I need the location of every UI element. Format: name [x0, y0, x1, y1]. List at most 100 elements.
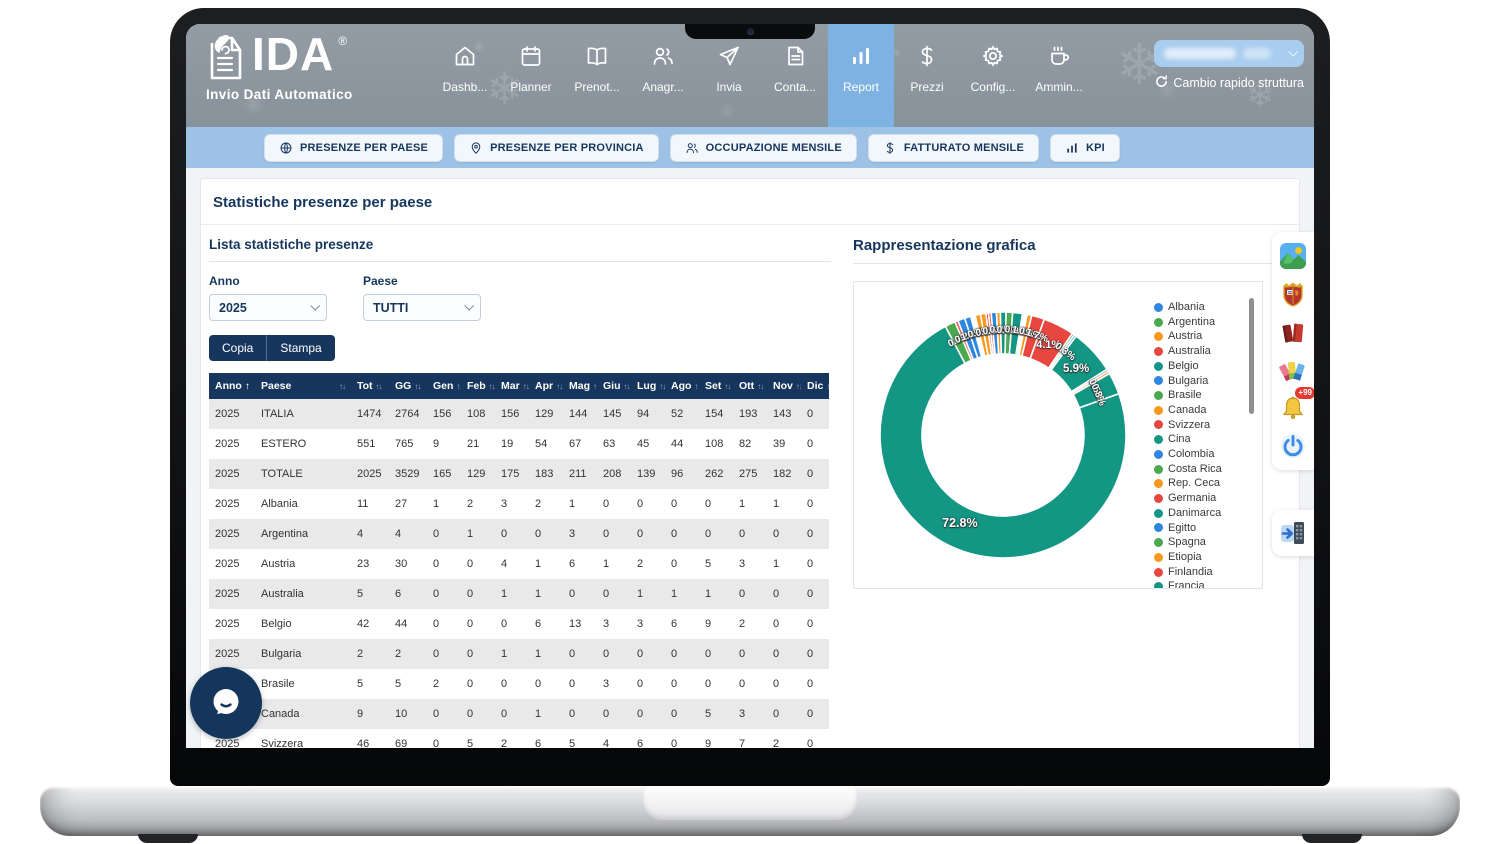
- legend-label: Colombia: [1168, 447, 1214, 462]
- table-cell: 3: [733, 549, 767, 579]
- table-row-argentina[interactable]: 2025Argentina44010030000000: [209, 519, 829, 549]
- table-row-austria[interactable]: 2025Austria2330004161205310: [209, 549, 829, 579]
- table-row-totale[interactable]: 2025TOTALE202535291651291751832112081399…: [209, 459, 829, 489]
- col-header-ott[interactable]: Ott↑↓: [733, 373, 767, 399]
- table-cell: 23: [351, 549, 389, 579]
- legend-item-etiopia[interactable]: Etiopia: [1154, 550, 1246, 565]
- table-cell: 0: [495, 519, 529, 549]
- quick-structure-switch[interactable]: Cambio rapido struttura: [1155, 75, 1304, 91]
- col-header-tot[interactable]: Tot↑↓: [351, 373, 389, 399]
- nav-item-prezzi[interactable]: Prezzi: [894, 24, 960, 127]
- table-row-canada[interactable]: 2025Canada910000100005300: [209, 699, 829, 729]
- table-row-italia[interactable]: 2025ITALIA147427641561081561291441459452…: [209, 399, 829, 429]
- tab-occupazione-mensile[interactable]: OCCUPAZIONE MENSILE: [670, 134, 857, 162]
- nav-item-prenot[interactable]: Prenot...: [564, 24, 630, 127]
- nav-item-conta[interactable]: Conta...: [762, 24, 828, 127]
- table-cell: 9: [351, 699, 389, 729]
- legend-item-francia[interactable]: Francia: [1154, 579, 1246, 588]
- legend-item-bulgaria[interactable]: Bulgaria: [1154, 374, 1246, 389]
- bell-icon[interactable]: +99: [1279, 394, 1307, 422]
- page-content: Statistiche presenze per paese Lista sta…: [186, 168, 1314, 748]
- legend-scrollbar[interactable]: [1249, 298, 1254, 414]
- col-header-mar[interactable]: Mar↑↓: [495, 373, 529, 399]
- legend-item-egitto[interactable]: Egitto: [1154, 521, 1246, 536]
- bar-chart-icon: [1065, 141, 1079, 155]
- col-header-feb[interactable]: Feb↑↓: [461, 373, 495, 399]
- col-header-gen[interactable]: Gen↑↓: [427, 373, 461, 399]
- col-header-mag[interactable]: Mag↑↓: [563, 373, 597, 399]
- police-crest-icon[interactable]: [1279, 280, 1307, 308]
- table-row-svizzera[interactable]: 2025Svizzera4669052654609720: [209, 729, 829, 748]
- ida-logo[interactable]: IDA ® Invio Dati Automatico: [206, 30, 353, 102]
- col-header-gg[interactable]: GG↑↓: [389, 373, 427, 399]
- legend-item-austria[interactable]: Austria: [1154, 329, 1246, 344]
- table-cell: Brasile: [255, 669, 351, 699]
- legend-item-costa-rica[interactable]: Costa Rica: [1154, 462, 1246, 477]
- legend-item-danimarca[interactable]: Danimarca: [1154, 506, 1246, 521]
- tab-presenze-per-provincia[interactable]: PRESENZE PER PROVINCIA: [454, 134, 659, 162]
- col-header-anno[interactable]: Anno↑: [209, 373, 255, 399]
- table-row-brasile[interactable]: 2025Brasile55200003000000: [209, 669, 829, 699]
- table-cell: 3529: [389, 459, 427, 489]
- anno-select[interactable]: 2025: [209, 294, 327, 321]
- nav-item-invia[interactable]: Invia: [696, 24, 762, 127]
- legend-item-colombia[interactable]: Colombia: [1154, 447, 1246, 462]
- table-cell: 262: [699, 459, 733, 489]
- table-row-bulgaria[interactable]: 2025Bulgaria22001100000000: [209, 639, 829, 669]
- table-row-albania[interactable]: 2025Albania1127123210000110: [209, 489, 829, 519]
- nav-item-report[interactable]: Report: [828, 24, 894, 127]
- table-cell: 4: [389, 519, 427, 549]
- table-cell: 0: [733, 579, 767, 609]
- red-books-icon[interactable]: [1279, 318, 1307, 346]
- legend-item-germania[interactable]: Germania: [1154, 491, 1246, 506]
- legend-item-canada[interactable]: Canada: [1154, 403, 1246, 418]
- nav-item-anagr[interactable]: Anagr...: [630, 24, 696, 127]
- tab-label: FATTURATO MENSILE: [904, 142, 1024, 154]
- table-cell: 0: [733, 669, 767, 699]
- nav-item-ammin[interactable]: Ammin...: [1026, 24, 1092, 127]
- nav-item-config[interactable]: Config...: [960, 24, 1026, 127]
- col-header-set[interactable]: Set↑↓: [699, 373, 733, 399]
- legend-color-dot: [1154, 553, 1163, 562]
- palette-icon[interactable]: [1279, 356, 1307, 384]
- legend-item-rep--ceca[interactable]: Rep. Ceca: [1154, 476, 1246, 491]
- chat-widget-button[interactable]: [190, 667, 262, 739]
- col-header-paese[interactable]: Paese↑↓: [255, 373, 351, 399]
- tab-kpi[interactable]: KPI: [1050, 134, 1120, 162]
- paese-select[interactable]: TUTTI: [363, 294, 481, 321]
- table-row-australia[interactable]: 2025Australia56001100111000: [209, 579, 829, 609]
- nav-item-planner[interactable]: Planner: [498, 24, 564, 127]
- col-header-giu[interactable]: Giu↑↓: [597, 373, 631, 399]
- col-header-apr[interactable]: Apr↑↓: [529, 373, 563, 399]
- legend-item-svizzera[interactable]: Svizzera: [1154, 418, 1246, 433]
- copy-button[interactable]: Copia: [209, 335, 266, 361]
- exit-door-icon[interactable]: [1279, 519, 1307, 547]
- legend-item-brasile[interactable]: Brasile: [1154, 388, 1246, 403]
- col-header-dic[interactable]: Dic↑↓: [801, 373, 829, 399]
- legend-item-spagna[interactable]: Spagna: [1154, 535, 1246, 550]
- table-row-estero[interactable]: 2025ESTERO55176592119546763454410882390: [209, 429, 829, 459]
- nav-item-dashb[interactable]: Dashb...: [432, 24, 498, 127]
- tab-fatturato-mensile[interactable]: FATTURATO MENSILE: [868, 134, 1039, 162]
- legend-item-belgio[interactable]: Belgio: [1154, 359, 1246, 374]
- table-cell: 42: [351, 609, 389, 639]
- print-button[interactable]: Stampa: [266, 335, 334, 361]
- table-row-belgio[interactable]: 2025Belgio42440006133369200: [209, 609, 829, 639]
- sort-icon: ↑↓: [339, 382, 345, 391]
- col-header-nov[interactable]: Nov↑↓: [767, 373, 801, 399]
- power-icon[interactable]: [1279, 432, 1307, 460]
- tab-presenze-per-paese[interactable]: PRESENZE PER PAESE: [264, 134, 443, 162]
- legend-item-australia[interactable]: Australia: [1154, 344, 1246, 359]
- legend-label: Danimarca: [1168, 506, 1221, 521]
- table-cell: 0: [427, 699, 461, 729]
- legend-item-finlandia[interactable]: Finlandia: [1154, 565, 1246, 580]
- legend-item-albania[interactable]: Albania: [1154, 300, 1246, 315]
- structure-select[interactable]: [1154, 40, 1304, 67]
- col-header-ago[interactable]: Ago↑↓: [665, 373, 699, 399]
- home-icon: [453, 41, 477, 71]
- legend-item-argentina[interactable]: Argentina: [1154, 315, 1246, 330]
- photo-icon[interactable]: [1279, 242, 1307, 270]
- legend-item-cina[interactable]: Cina: [1154, 432, 1246, 447]
- col-header-lug[interactable]: Lug↑↓: [631, 373, 665, 399]
- table-cell: 1: [461, 519, 495, 549]
